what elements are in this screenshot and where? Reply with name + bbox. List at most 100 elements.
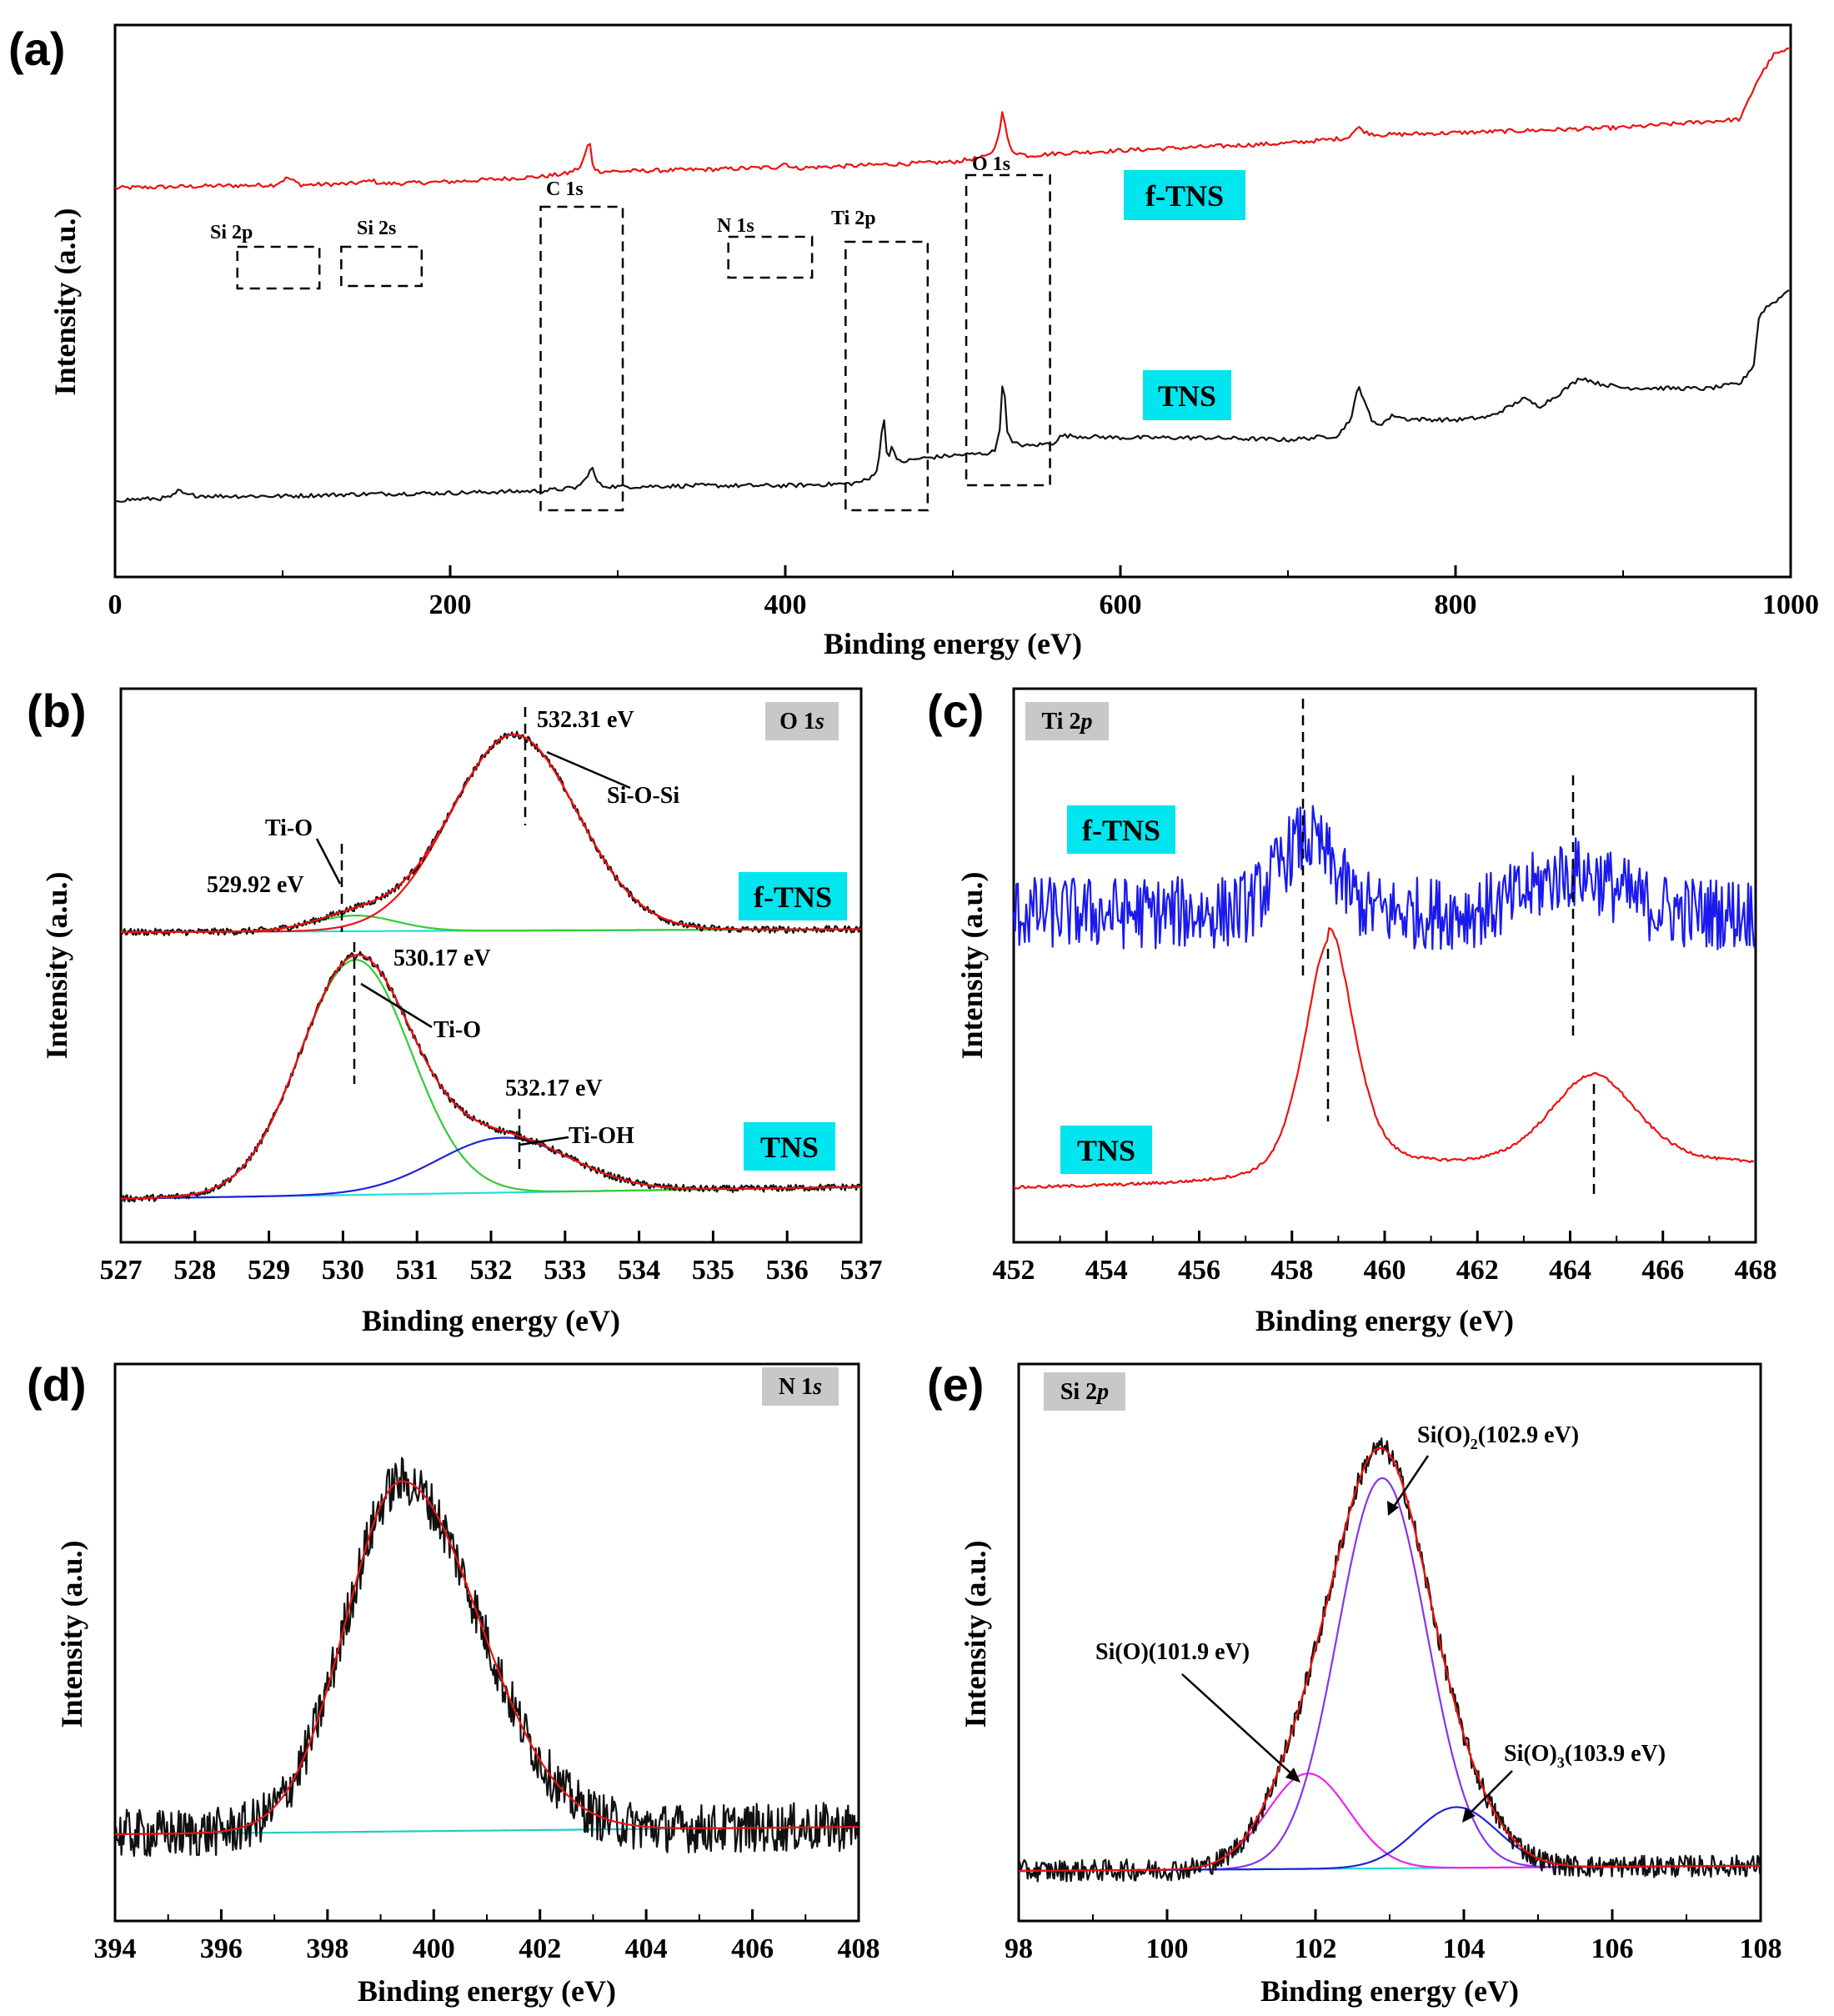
arrowhead-si-o3	[1462, 1808, 1476, 1823]
x-tick-label-d-5: 404	[625, 1933, 668, 1964]
data-b-f-tns	[120, 730, 863, 937]
y-axis-title-a: Intensity (a.u.)	[48, 208, 82, 395]
arrowhead-si-o	[1285, 1768, 1300, 1783]
trace-c-ftns	[1012, 805, 1756, 950]
x-tick-label-e-3: 104	[1443, 1933, 1486, 1964]
x-tick-label-b-8: 535	[692, 1255, 734, 1286]
x-tick-label-d-1: 396	[200, 1933, 243, 1964]
annot-si-o3: Si(O)3(103.9 eV)	[1504, 1741, 1666, 1771]
annot-532-31: 532.31 eV	[537, 707, 634, 733]
panel-label-a: (a)	[8, 23, 65, 75]
annot-si-o3-base: Si(O)	[1504, 1741, 1557, 1767]
pointer-si-o3	[1466, 1770, 1513, 1817]
x-tick-label-b-6: 533	[544, 1255, 586, 1286]
label-c1s: C 1s	[546, 178, 584, 200]
x-axis-ticks-c: 452 454 456 458 460 462 464 466 468	[993, 1231, 1777, 1286]
series-b	[120, 730, 863, 1203]
series-c	[1012, 805, 1756, 1190]
legend-ftns-b: f-TNS	[739, 872, 847, 920]
x-tick-label-d-6: 406	[731, 1933, 774, 1964]
region-box-c-1s	[539, 205, 624, 512]
pointer-ti-oh	[519, 1136, 569, 1146]
fit-b-tns	[121, 954, 862, 1200]
annot-si-o2: Si(O)2(102.9 eV)	[1417, 1422, 1579, 1452]
region-boxes-a	[236, 173, 1051, 512]
annot-si-o3-tail: (103.9 eV)	[1565, 1741, 1666, 1767]
x-tick-label-c-0: 452	[993, 1255, 1035, 1286]
region-box-si-2s	[340, 245, 423, 288]
legend-text-ftns-c: f-TNS	[1082, 814, 1160, 847]
legend-text-tns-a: TNS	[1158, 379, 1216, 413]
x-tick-label-b-1: 528	[173, 1255, 216, 1286]
x-axis-title-e: Binding energy (eV)	[1260, 1974, 1519, 2008]
panel-label-d: (d)	[27, 1358, 87, 1411]
panel-label-e: (e)	[927, 1358, 984, 1411]
panel-a: (a) Si 2p Si 2s C 1s N 1s Ti 2p O 1s f-T…	[8, 23, 1819, 660]
x-tick-label-a-3: 600	[1100, 589, 1142, 620]
annot-si-o2-base: Si(O)	[1417, 1422, 1471, 1448]
x-axis-title-c: Binding energy (eV)	[1255, 1304, 1514, 1337]
x-tick-label-b-0: 527	[100, 1255, 143, 1286]
legend-tns-b: TNS	[744, 1122, 835, 1171]
inset-label-d: N 1s	[762, 1367, 839, 1406]
pointer-si-o2	[1391, 1455, 1430, 1510]
x-tick-label-c-6: 464	[1549, 1255, 1591, 1286]
pointer-ti-o-bottom	[360, 982, 433, 1029]
legend-tns-a: TNS	[1143, 370, 1231, 420]
annot-ti-o-bottom: Ti-O	[433, 1017, 481, 1043]
x-tick-label-c-3: 458	[1270, 1255, 1313, 1286]
inset-text-b: O 1s	[779, 709, 824, 735]
region-box-o-1s	[965, 173, 1051, 487]
x-tick-label-d-0: 394	[94, 1933, 137, 1964]
x-tick-label-b-2: 529	[248, 1255, 290, 1286]
annotations-e: Si(O)2(102.9 eV) Si(O)(101.9 eV) Si(O)3(…	[1095, 1422, 1666, 1823]
x-axis-ticks-d: 394 396 398 400 402 404 406 408	[94, 1909, 880, 1964]
x-tick-label-d-7: 408	[838, 1933, 880, 1964]
x-tick-label-d-4: 402	[519, 1933, 561, 1964]
panel-e: (e) Si 2p Si(O)2(102.9 eV) Si(O)(101.9 e…	[927, 1358, 1782, 2008]
x-tick-label-c-4: 460	[1364, 1255, 1406, 1286]
x-axis-title-d: Binding energy (eV)	[358, 1974, 616, 2008]
region-box-si-2p	[236, 245, 321, 290]
label-ti2p: Ti 2p	[831, 208, 876, 229]
data-d	[113, 1457, 860, 1858]
x-tick-label-e-0: 98	[1005, 1933, 1033, 1964]
annot-si-o: Si(O)(101.9 eV)	[1095, 1639, 1250, 1665]
x-tick-label-e-1: 100	[1146, 1933, 1189, 1964]
y-axis-title-c: Intensity (a.u.)	[955, 871, 989, 1059]
panel-b: (b) O 1s 532.31 eV Si-O-Si Ti-O 529.92 e…	[27, 685, 883, 1337]
label-n1s: N 1s	[717, 215, 754, 237]
panel-c: (c) Ti 2p f-TNS TNS 452 454 456 458 460 462 46…	[927, 685, 1777, 1337]
inset-text-c: Ti 2p	[1042, 709, 1093, 735]
series-d	[113, 1457, 860, 1858]
pointer-si-o-si	[546, 750, 631, 790]
x-tick-label-b-10: 537	[840, 1255, 883, 1286]
label-si2s: Si 2s	[357, 218, 396, 239]
annot-ti-o-top: Ti-O	[265, 815, 313, 841]
x-tick-label-a-5: 1000	[1762, 589, 1819, 620]
legend-text-tns-c: TNS	[1077, 1134, 1135, 1167]
x-axis-ticks-e: 98 100 102 104 106 108	[1005, 1909, 1782, 1964]
legend-text-ftns-a: f-TNS	[1145, 179, 1224, 213]
x-tick-label-b-3: 530	[322, 1255, 364, 1286]
x-tick-label-e-4: 106	[1591, 1933, 1634, 1964]
x-tick-label-a-2: 400	[764, 589, 807, 620]
annot-532-17: 532.17 eV	[505, 1076, 603, 1101]
x-tick-label-a-4: 800	[1435, 589, 1477, 620]
x-axis-title-b: Binding energy (eV)	[362, 1304, 620, 1337]
inset-label-e: Si 2p	[1044, 1372, 1125, 1411]
x-tick-label-a-1: 200	[429, 589, 472, 620]
panel-d: (d) N 1s 394 396 398 400 402 404 406 408 Bindin…	[27, 1358, 880, 2008]
legend-ftns-c: f-TNS	[1067, 805, 1175, 854]
annotations-b: 532.31 eV Si-O-Si Ti-O 529.92 eV 530.17 …	[207, 707, 679, 1176]
x-tick-label-b-9: 536	[766, 1255, 809, 1286]
fit-b-f-tns	[121, 733, 861, 934]
annot-si-o2-tail: (102.9 eV)	[1478, 1422, 1579, 1448]
y-axis-title-b: Intensity (a.u.)	[40, 871, 73, 1059]
annot-ti-oh: Ti-OH	[569, 1123, 634, 1149]
x-axis-title-a: Binding energy (eV)	[824, 627, 1082, 660]
legend-tns-c: TNS	[1060, 1126, 1152, 1174]
x-tick-label-e-2: 102	[1295, 1933, 1337, 1964]
series-e	[1017, 1437, 1761, 1883]
legend-text-tns-b: TNS	[760, 1131, 819, 1164]
